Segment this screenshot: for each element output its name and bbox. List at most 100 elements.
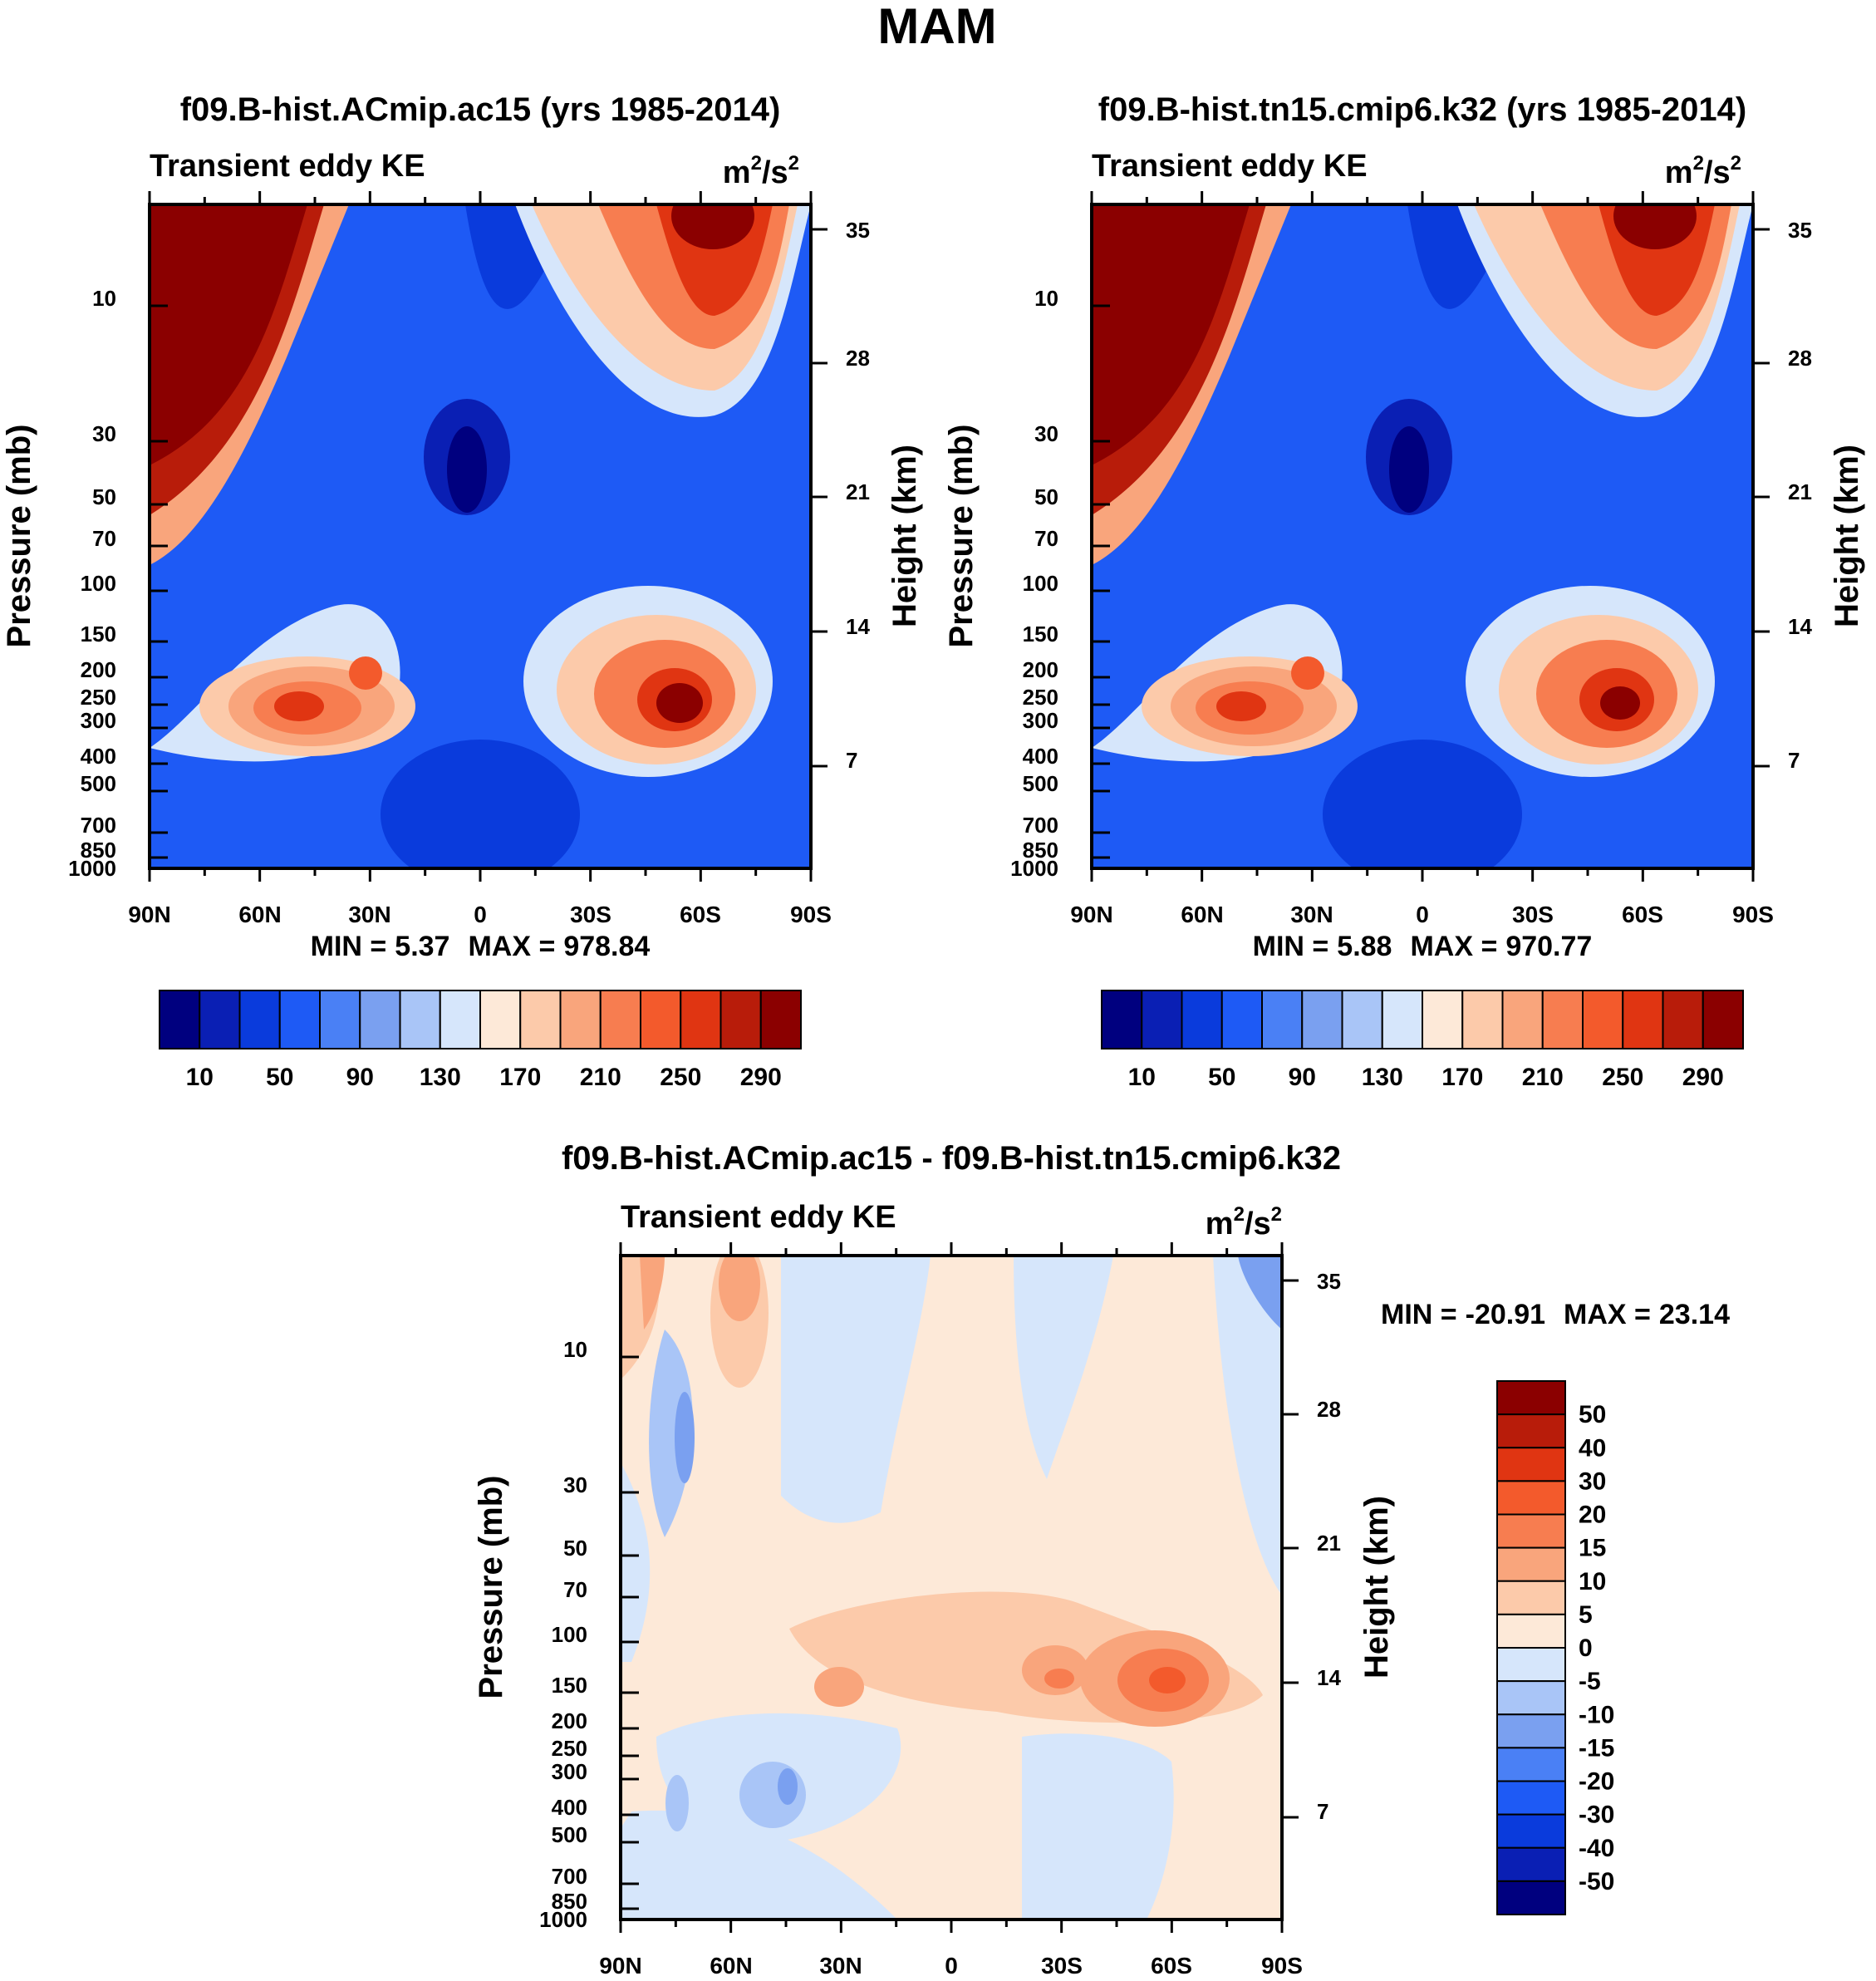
- y-tick-label: 1000: [1010, 856, 1058, 881]
- panel-1-y-label-right: Height (km): [886, 445, 923, 627]
- y-tick-label: 150: [81, 622, 116, 646]
- y-tick-label: 30: [563, 1472, 587, 1497]
- colorbar-label: -5: [1579, 1668, 1601, 1695]
- panel-1-colorbar: 10 50 90 130 170 210 250 290: [159, 990, 802, 1091]
- colorbar-swatch: [1496, 1380, 1566, 1416]
- colorbar-swatch: [1582, 990, 1624, 1049]
- panel-3-x-ticks: 90N 60N 30N 0 30S 60S 90S: [599, 1953, 1303, 1979]
- x-tick-label: 60S: [1622, 902, 1663, 927]
- panel-2-x-ticks: 90N 60N 30N 0 30S 60S 90S: [1070, 902, 1774, 927]
- colorbar-swatch: [1496, 1813, 1566, 1849]
- colorbar-swatch: [1181, 990, 1223, 1049]
- panel-2-y-label: Pressure (mb): [943, 425, 980, 648]
- colorbar-label: 30: [1579, 1467, 1606, 1495]
- height-tick-label: 21: [1788, 479, 1812, 504]
- colorbar-swatch: [1341, 990, 1383, 1049]
- panel-1-field: [150, 204, 811, 868]
- y-tick-label: 200: [552, 1708, 587, 1733]
- colorbar-label: 170: [1441, 1064, 1483, 1091]
- panel-2: f09.B-hist.tn15.cmip6.k32 (yrs 1985-2014…: [943, 91, 1865, 1091]
- x-tick-label: 90S: [790, 902, 832, 927]
- colorbar-swatch: [359, 990, 401, 1049]
- colorbar-swatch: [1496, 1513, 1566, 1549]
- colorbar-label: 15: [1579, 1535, 1606, 1562]
- colorbar-label: -30: [1579, 1802, 1614, 1829]
- y-tick-label: 300: [81, 708, 116, 733]
- colorbar-swatch: [159, 990, 201, 1049]
- colorbar-swatch: [1496, 1713, 1566, 1749]
- colorbar-swatch: [1496, 1747, 1566, 1782]
- y-tick-label: 850: [1023, 838, 1058, 863]
- colorbar-label: 90: [1289, 1064, 1316, 1091]
- y-tick-label: 70: [563, 1577, 587, 1602]
- x-tick-label: 0: [945, 1953, 958, 1979]
- height-tick-label: 28: [1788, 346, 1812, 371]
- colorbar-swatch: [1496, 1413, 1566, 1449]
- colorbar-swatch: [1496, 1480, 1566, 1516]
- colorbar-swatch: [640, 990, 682, 1049]
- colorbar-swatch: [1622, 990, 1664, 1049]
- height-tick-label: 14: [1788, 614, 1812, 639]
- panel-3-y-ticks: 10 30 50 70 100 150 200 250 300 400 500 …: [539, 1337, 587, 1932]
- colorbar-swatch: [1496, 1647, 1566, 1683]
- panel-2-title: f09.B-hist.tn15.cmip6.k32 (yrs 1985-2014…: [1098, 91, 1746, 128]
- colorbar-label: 0: [1579, 1634, 1593, 1662]
- y-tick-label: 300: [552, 1759, 587, 1784]
- colorbar-swatch: [680, 990, 722, 1049]
- height-tick-label: 35: [1317, 1269, 1341, 1294]
- panel-2-field: [1092, 204, 1753, 868]
- colorbar-label: 20: [1579, 1502, 1606, 1529]
- axis-ticks: [1090, 191, 1770, 882]
- height-tick-label: 28: [846, 346, 870, 371]
- colorbar-swatch: [238, 990, 281, 1049]
- x-tick-label: 30S: [1512, 902, 1554, 927]
- colorbar-swatch: [1381, 990, 1423, 1049]
- y-tick-label: 10: [1034, 286, 1058, 311]
- colorbar-swatch: [1101, 990, 1143, 1049]
- y-tick-label: 700: [81, 813, 116, 838]
- y-tick-label: 50: [1034, 484, 1058, 509]
- colorbar-swatch: [559, 990, 602, 1049]
- colorbar-swatch: [1261, 990, 1304, 1049]
- x-tick-label: 0: [1416, 902, 1429, 927]
- colorbar-swatch: [1496, 1546, 1566, 1582]
- colorbar-swatch: [1496, 1780, 1566, 1816]
- panel-3-y-label: Pressure (mb): [473, 1476, 509, 1699]
- y-tick-label: 700: [1023, 813, 1058, 838]
- height-tick-label: 21: [846, 479, 870, 504]
- colorbar-swatch: [199, 990, 241, 1049]
- height-tick-label: 7: [1317, 1799, 1328, 1824]
- y-tick-label: 250: [81, 685, 116, 710]
- panel-3-stats: MIN = -20.91 MAX = 23.14: [1381, 1299, 1730, 1330]
- x-tick-label: 60S: [680, 902, 721, 927]
- y-tick-label: 100: [1023, 571, 1058, 596]
- panel-2-colorbar: 10 50 90 130 170 210 250 290: [1101, 990, 1744, 1091]
- panel-2-subtitle: Transient eddy KE: [1092, 149, 1368, 184]
- y-tick-label: 300: [1023, 708, 1058, 733]
- x-tick-label: 30S: [570, 902, 611, 927]
- colorbar-swatch: [719, 990, 762, 1049]
- figure-title: MAM: [877, 0, 996, 54]
- x-tick-label: 30S: [1041, 1953, 1083, 1979]
- colorbar-label: 210: [580, 1064, 621, 1091]
- colorbar-swatch: [1496, 1680, 1566, 1716]
- height-tick-label: 7: [1788, 748, 1800, 773]
- colorbar-label: 250: [660, 1064, 701, 1091]
- y-tick-label: 1000: [68, 856, 116, 881]
- y-tick-label: 70: [92, 526, 116, 551]
- colorbar-label: -10: [1579, 1701, 1614, 1728]
- x-tick-label: 90N: [599, 1953, 641, 1979]
- colorbar-label: -40: [1579, 1835, 1614, 1862]
- y-tick-label: 400: [552, 1795, 587, 1820]
- colorbar-label: 50: [1579, 1401, 1606, 1428]
- colorbar-label: -15: [1579, 1734, 1614, 1762]
- colorbar-swatch: [1220, 990, 1263, 1049]
- colorbar-label: 290: [1682, 1064, 1724, 1091]
- y-tick-label: 400: [81, 744, 116, 769]
- x-tick-label: 90N: [1070, 902, 1112, 927]
- y-tick-label: 150: [1023, 622, 1058, 646]
- colorbar-label: 210: [1522, 1064, 1564, 1091]
- y-tick-label: 500: [81, 771, 116, 796]
- panel-1-units: m2/s2: [723, 152, 799, 190]
